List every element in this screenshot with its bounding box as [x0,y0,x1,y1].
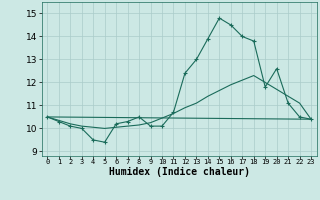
X-axis label: Humidex (Indice chaleur): Humidex (Indice chaleur) [109,167,250,177]
